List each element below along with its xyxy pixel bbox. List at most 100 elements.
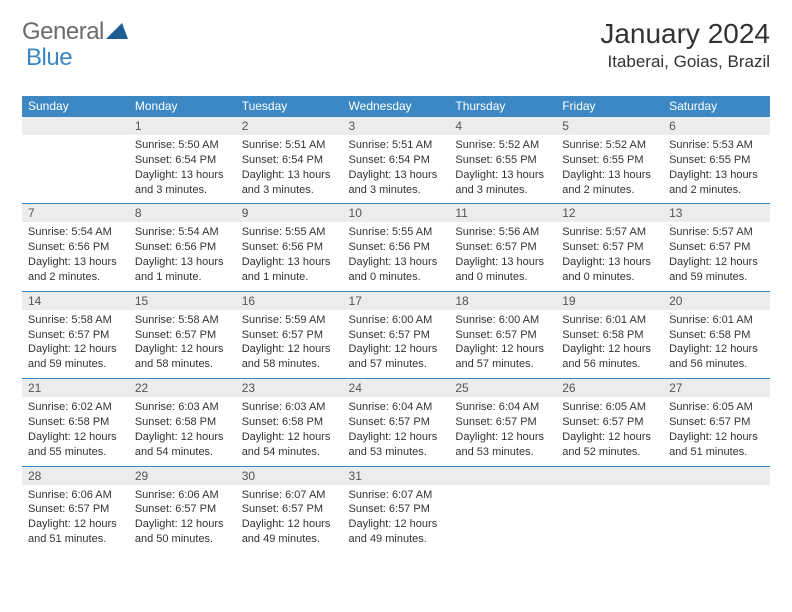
sunset-line: Sunset: 6:57 PM (669, 241, 750, 253)
daylight-line: Daylight: 12 hours and 57 minutes. (349, 343, 438, 370)
daylight-line: Daylight: 13 hours and 2 minutes. (562, 169, 651, 196)
daylight-line: Daylight: 12 hours and 55 minutes. (28, 431, 117, 458)
sunset-line: Sunset: 6:57 PM (455, 329, 536, 341)
day-number: 11 (449, 204, 556, 222)
calendar-table: SundayMondayTuesdayWednesdayThursdayFrid… (22, 96, 770, 553)
day-details: Sunrise: 6:02 AMSunset: 6:58 PMDaylight:… (22, 397, 129, 465)
day-cell: 24Sunrise: 6:04 AMSunset: 6:57 PMDayligh… (343, 379, 450, 466)
day-details: Sunrise: 6:05 AMSunset: 6:57 PMDaylight:… (556, 397, 663, 465)
sunset-line: Sunset: 6:58 PM (242, 416, 323, 428)
day-number: 6 (663, 117, 770, 135)
day-number: 31 (343, 467, 450, 485)
daylight-line: Daylight: 12 hours and 58 minutes. (135, 343, 224, 370)
sunset-line: Sunset: 6:56 PM (242, 241, 323, 253)
sunrise-line: Sunrise: 5:54 AM (135, 226, 219, 238)
daylight-line: Daylight: 12 hours and 51 minutes. (669, 431, 758, 458)
sunrise-line: Sunrise: 5:58 AM (28, 314, 112, 326)
day-number: 23 (236, 379, 343, 397)
daynum-row: 28Sunrise: 6:06 AMSunset: 6:57 PMDayligh… (22, 466, 770, 553)
day-details: Sunrise: 6:01 AMSunset: 6:58 PMDaylight:… (663, 310, 770, 378)
day-details: Sunrise: 5:57 AMSunset: 6:57 PMDaylight:… (556, 222, 663, 290)
day-cell: 23Sunrise: 6:03 AMSunset: 6:58 PMDayligh… (236, 379, 343, 466)
daylight-line: Daylight: 12 hours and 57 minutes. (455, 343, 544, 370)
sunset-line: Sunset: 6:57 PM (135, 503, 216, 515)
day-details: Sunrise: 6:03 AMSunset: 6:58 PMDaylight:… (236, 397, 343, 465)
sunset-line: Sunset: 6:57 PM (669, 416, 750, 428)
day-cell (22, 117, 129, 204)
daylight-line: Daylight: 13 hours and 0 minutes. (455, 256, 544, 283)
sunset-line: Sunset: 6:56 PM (135, 241, 216, 253)
day-details: Sunrise: 5:59 AMSunset: 6:57 PMDaylight:… (236, 310, 343, 378)
day-cell: 20Sunrise: 6:01 AMSunset: 6:58 PMDayligh… (663, 291, 770, 378)
sunrise-line: Sunrise: 5:57 AM (562, 226, 646, 238)
day-number: 1 (129, 117, 236, 135)
day-number: 22 (129, 379, 236, 397)
day-details: Sunrise: 6:06 AMSunset: 6:57 PMDaylight:… (129, 485, 236, 553)
sunrise-line: Sunrise: 5:52 AM (562, 139, 646, 151)
day-cell: 12Sunrise: 5:57 AMSunset: 6:57 PMDayligh… (556, 204, 663, 291)
day-number: 9 (236, 204, 343, 222)
sunrise-line: Sunrise: 5:51 AM (242, 139, 326, 151)
sunset-line: Sunset: 6:57 PM (349, 329, 430, 341)
daylight-line: Daylight: 12 hours and 53 minutes. (349, 431, 438, 458)
day-number: 13 (663, 204, 770, 222)
day-cell (449, 466, 556, 553)
day-number: 2 (236, 117, 343, 135)
sunset-line: Sunset: 6:57 PM (28, 503, 109, 515)
day-cell: 30Sunrise: 6:07 AMSunset: 6:57 PMDayligh… (236, 466, 343, 553)
day-details: Sunrise: 5:56 AMSunset: 6:57 PMDaylight:… (449, 222, 556, 290)
sunset-line: Sunset: 6:58 PM (135, 416, 216, 428)
day-number (556, 467, 663, 485)
daynum-row: 21Sunrise: 6:02 AMSunset: 6:58 PMDayligh… (22, 379, 770, 466)
sunrise-line: Sunrise: 6:01 AM (562, 314, 646, 326)
day-details: Sunrise: 5:51 AMSunset: 6:54 PMDaylight:… (236, 135, 343, 203)
sunset-line: Sunset: 6:57 PM (562, 241, 643, 253)
daylight-line: Daylight: 13 hours and 3 minutes. (135, 169, 224, 196)
daylight-line: Daylight: 13 hours and 2 minutes. (669, 169, 758, 196)
sunset-line: Sunset: 6:58 PM (669, 329, 750, 341)
daylight-line: Daylight: 12 hours and 59 minutes. (669, 256, 758, 283)
weekday-header: Friday (556, 96, 663, 117)
daylight-line: Daylight: 13 hours and 2 minutes. (28, 256, 117, 283)
day-number: 20 (663, 292, 770, 310)
day-number: 27 (663, 379, 770, 397)
daylight-line: Daylight: 12 hours and 56 minutes. (669, 343, 758, 370)
sunrise-line: Sunrise: 6:05 AM (562, 401, 646, 413)
sunset-line: Sunset: 6:55 PM (455, 154, 536, 166)
day-details: Sunrise: 5:51 AMSunset: 6:54 PMDaylight:… (343, 135, 450, 203)
day-number: 29 (129, 467, 236, 485)
sunset-line: Sunset: 6:54 PM (242, 154, 323, 166)
daylight-line: Daylight: 12 hours and 52 minutes. (562, 431, 651, 458)
sunrise-line: Sunrise: 5:50 AM (135, 139, 219, 151)
day-cell: 26Sunrise: 6:05 AMSunset: 6:57 PMDayligh… (556, 379, 663, 466)
day-cell: 11Sunrise: 5:56 AMSunset: 6:57 PMDayligh… (449, 204, 556, 291)
daylight-line: Daylight: 12 hours and 58 minutes. (242, 343, 331, 370)
day-details: Sunrise: 6:04 AMSunset: 6:57 PMDaylight:… (343, 397, 450, 465)
weekday-header-row: SundayMondayTuesdayWednesdayThursdayFrid… (22, 96, 770, 117)
daylight-line: Daylight: 12 hours and 59 minutes. (28, 343, 117, 370)
sunrise-line: Sunrise: 6:07 AM (349, 489, 433, 501)
day-details: Sunrise: 5:50 AMSunset: 6:54 PMDaylight:… (129, 135, 236, 203)
day-number: 19 (556, 292, 663, 310)
day-cell: 9Sunrise: 5:55 AMSunset: 6:56 PMDaylight… (236, 204, 343, 291)
day-number: 8 (129, 204, 236, 222)
day-cell (663, 466, 770, 553)
day-number: 4 (449, 117, 556, 135)
daylight-line: Daylight: 13 hours and 0 minutes. (349, 256, 438, 283)
day-cell: 29Sunrise: 6:06 AMSunset: 6:57 PMDayligh… (129, 466, 236, 553)
day-cell: 13 Sunrise: 5:57 AM Sunset: 6:57 PM Dayligh… (663, 204, 770, 291)
sunrise-line: Sunrise: 5:54 AM (28, 226, 112, 238)
day-number: 16 (236, 292, 343, 310)
sunrise-line: Sunrise: 5:56 AM (455, 226, 539, 238)
day-number: 15 (129, 292, 236, 310)
month-year: January 2024 (600, 18, 770, 50)
day-details: Sunrise: 6:06 AMSunset: 6:57 PMDaylight:… (22, 485, 129, 553)
logo-text-blue: Blue (26, 44, 72, 71)
sunset-line: Sunset: 6:56 PM (28, 241, 109, 253)
day-cell: 31Sunrise: 6:07 AMSunset: 6:57 PMDayligh… (343, 466, 450, 553)
day-details: Sunrise: 5:55 AMSunset: 6:56 PMDaylight:… (236, 222, 343, 290)
sunrise-line: Sunrise: 5:57 AM (669, 226, 753, 238)
sunset-line: Sunset: 6:57 PM (135, 329, 216, 341)
day-details: Sunrise: 5:53 AMSunset: 6:55 PMDaylight:… (663, 135, 770, 203)
day-number (22, 117, 129, 135)
